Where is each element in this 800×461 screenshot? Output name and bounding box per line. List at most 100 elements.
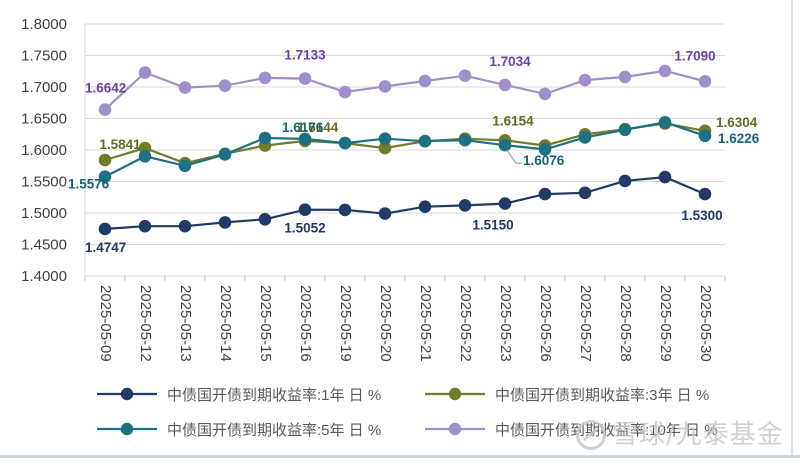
data-point: [698, 187, 712, 201]
card-right-border: [791, 0, 793, 456]
x-tick-label: 2025-05-26: [537, 285, 554, 362]
y-tick-label: 1.6000: [21, 142, 67, 159]
watermark-text: 雪球/九泰基金: [612, 420, 784, 450]
legend-label: 中债国开债到期收益率:5年 日 %: [167, 421, 382, 439]
data-point: [298, 72, 312, 85]
data-point: [698, 129, 712, 143]
point-value-label: 1.7034: [489, 54, 531, 69]
data-point: [418, 134, 432, 148]
data-point: [218, 148, 232, 161]
data-point: [538, 143, 552, 156]
legend-item-0: 中债国开债到期收益率:1年 日 %: [95, 383, 423, 405]
y-tick-label: 1.8000: [21, 16, 67, 33]
data-point: [538, 187, 552, 201]
data-point: [138, 66, 152, 79]
legend-label: 中债国开债到期收益率:1年 日 %: [167, 386, 382, 404]
x-tick-label: 2025-05-14: [217, 285, 234, 362]
data-point: [218, 216, 232, 229]
data-point: [378, 141, 392, 155]
line-chart: 1.8000 1.7500 1.7000 1.6500 1.6000 1.5500 1.50…: [21, 16, 760, 362]
data-point: [618, 174, 632, 188]
series-line-1: [104, 122, 706, 165]
x-tick-label: 2025-05-16: [297, 285, 314, 362]
legend-item-1: 中债国开债到期收益率:3年 日 %: [423, 383, 718, 405]
point-value-label: 1.5052: [284, 221, 325, 236]
point-value-label: 1.6076: [523, 153, 565, 168]
data-point: [178, 159, 192, 173]
data-point: [418, 74, 432, 88]
data-point: [98, 103, 112, 116]
data-point: [578, 73, 592, 87]
legend-label: 中债国开债到期收益率:10年 日 %: [495, 421, 718, 439]
legend-label: 中债国开债到期收益率:3年 日 %: [495, 386, 710, 404]
y-tick-label: 1.7500: [21, 48, 67, 65]
x-tick-label: 2025-05-22: [457, 285, 474, 362]
data-point: [578, 186, 592, 200]
point-value-label: 1.4747: [85, 240, 126, 255]
data-point: [498, 197, 512, 210]
data-point: [698, 75, 712, 88]
x-tick-label: 2025-05-13: [177, 285, 194, 362]
y-tick-label: 1.4000: [21, 268, 67, 285]
x-tick-label: 2025-05-21: [417, 285, 434, 362]
watermark: 雪球/九泰基金: [576, 418, 784, 452]
x-tick-label: 2025-05-09: [97, 285, 114, 362]
legend-marker-icon: [425, 387, 485, 401]
x-tick-label: 2025-05-19: [337, 285, 354, 362]
point-value-label: 1.5300: [681, 208, 722, 223]
data-point: [618, 70, 632, 84]
data-point: [618, 123, 632, 137]
point-value-label: 1.6144: [297, 120, 339, 135]
data-point: [298, 203, 312, 216]
data-point: [178, 81, 192, 94]
legend-marker-icon: [97, 422, 157, 436]
data-point: [338, 85, 352, 99]
data-point: [378, 132, 392, 145]
data-point: [458, 199, 472, 212]
y-tick-label: 1.4500: [21, 237, 67, 254]
data-point: [138, 150, 152, 163]
x-tick-label: 2025-05-15: [257, 285, 274, 362]
point-value-label: 1.5841: [99, 137, 141, 152]
data-point: [658, 116, 672, 129]
y-tick-label: 1.7000: [21, 79, 67, 96]
x-tick-label: 2025-05-20: [377, 285, 394, 362]
legend-item-2: 中债国开债到期收益率:5年 日 %: [95, 418, 423, 440]
data-point: [258, 213, 272, 226]
point-value-label: 1.5576: [68, 177, 110, 192]
data-point: [418, 200, 432, 213]
data-point: [258, 71, 272, 85]
point-value-label: 1.6226: [718, 131, 760, 146]
point-value-label: 1.6154: [492, 113, 534, 128]
x-tick-label: 2025-05-29: [657, 285, 674, 362]
data-point: [458, 69, 472, 82]
data-point: [178, 219, 192, 233]
point-value-label: 1.6304: [716, 115, 758, 130]
point-value-label: 1.6176: [282, 120, 324, 135]
data-point: [338, 136, 352, 150]
legend: 中债国开债到期收益率:1年 日 % 中债国开债到期收益率:3年 日 % 中债国开债到…: [95, 383, 718, 440]
data-point: [658, 170, 672, 184]
point-value-label: 1.6642: [85, 81, 126, 96]
series-line-0: [104, 175, 706, 230]
x-tick-label: 2025-05-12: [137, 285, 154, 362]
series-line-3: [104, 69, 706, 111]
x-tick-label: 2025-05-27: [577, 285, 594, 362]
legend-item-3: 中债国开债到期收益率:10年 日 %: [423, 418, 718, 440]
data-point: [538, 87, 552, 101]
data-point: [578, 131, 592, 144]
legend-marker-icon: [425, 422, 485, 436]
data-point: [378, 80, 392, 93]
x-tick-label: 2025-05-23: [497, 285, 514, 362]
data-point: [258, 131, 272, 145]
data-point: [98, 222, 112, 236]
y-tick-label: 1.5500: [21, 174, 67, 191]
data-point: [378, 207, 392, 220]
x-tick-label: 2025-05-28: [617, 285, 634, 362]
data-point: [98, 153, 112, 167]
xueqiu-logo-icon: [576, 420, 606, 450]
data-point: [498, 78, 512, 92]
data-point: [498, 138, 512, 152]
point-value-label: 1.7090: [674, 48, 715, 63]
